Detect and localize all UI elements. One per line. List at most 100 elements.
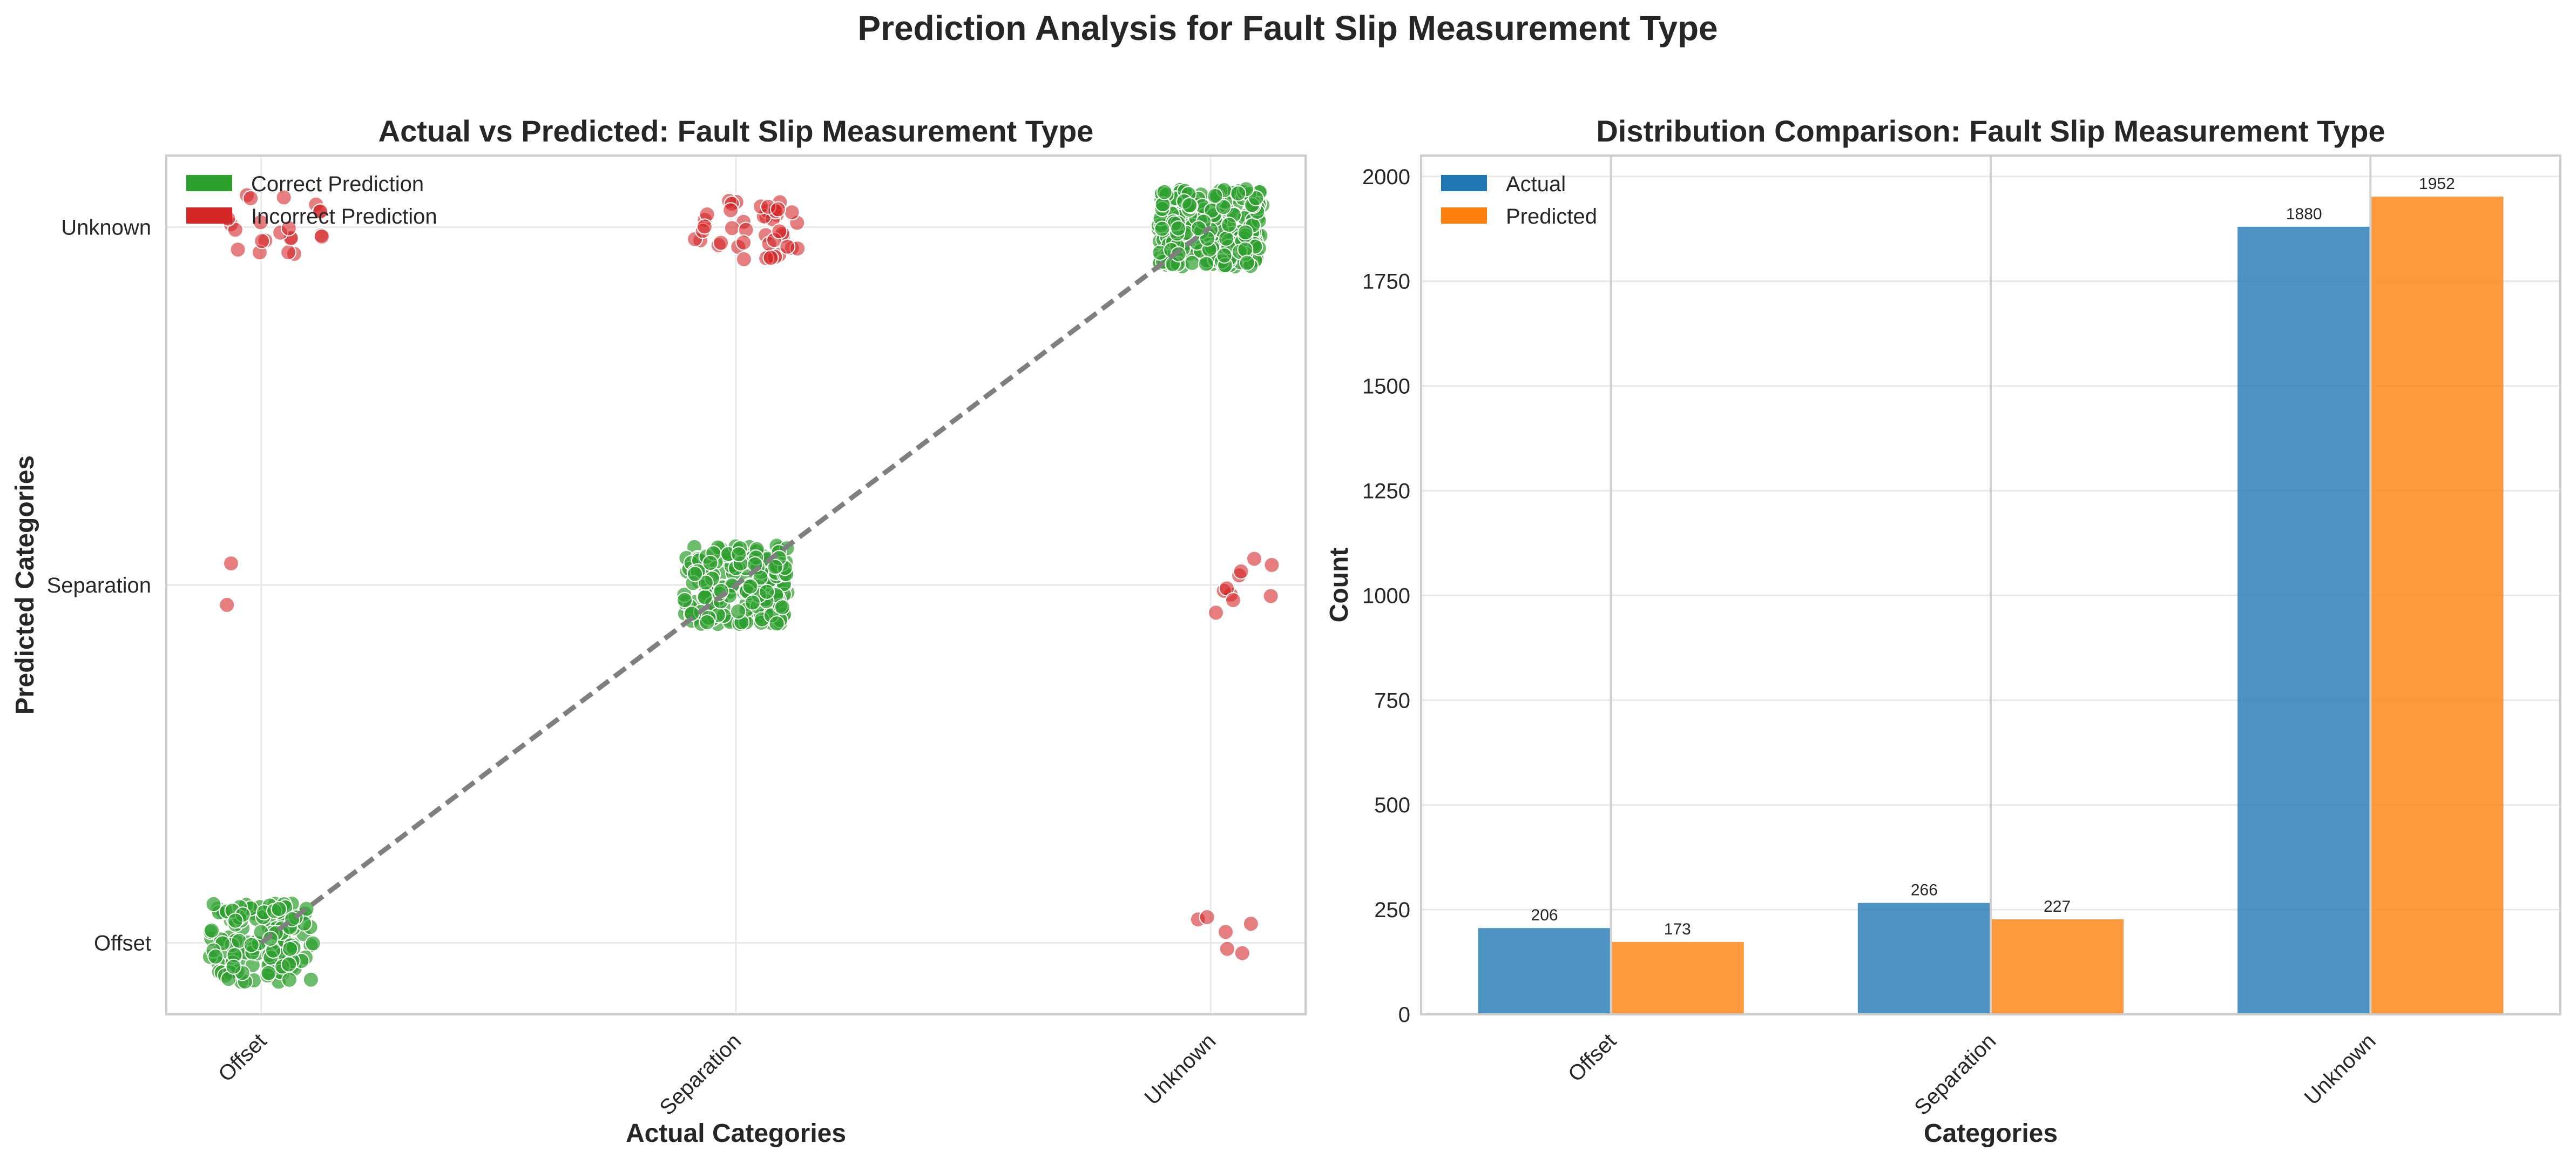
correct-prediction-point xyxy=(759,583,775,600)
incorrect-prediction-point xyxy=(770,201,787,218)
correct-prediction-point xyxy=(225,958,242,975)
incorrect-prediction-point xyxy=(735,251,752,267)
legend-label-predicted: Predicted xyxy=(1506,205,1597,228)
scatter-y-tick-unknown: Unknown xyxy=(61,216,151,240)
correct-prediction-point xyxy=(203,922,220,939)
correct-prediction-point xyxy=(205,896,222,912)
bar-series-bars xyxy=(1478,197,2504,1015)
incorrect-prediction-point xyxy=(314,228,330,245)
correct-prediction-point xyxy=(1181,197,1198,214)
correct-prediction-point xyxy=(1216,247,1233,264)
scatter-title: Actual vs Predicted: Fault Slip Measurem… xyxy=(378,114,1094,148)
bar-actual-separation xyxy=(1857,903,1991,1014)
bar-predicted-offset xyxy=(1611,941,1744,1014)
correct-prediction-point xyxy=(1215,199,1232,216)
bar-vertical-gridlines xyxy=(1610,156,2372,1014)
correct-prediction-point xyxy=(1184,254,1200,271)
incorrect-prediction-point xyxy=(735,234,752,251)
incorrect-prediction-point xyxy=(1219,940,1235,957)
bar-value-label-actual-offset: 206 xyxy=(1531,906,1558,924)
bar-actual-unknown xyxy=(2237,226,2371,1015)
bar-value-label-predicted-offset: 173 xyxy=(1664,920,1691,938)
bar-y-tick-1250: 1250 xyxy=(1362,479,1410,503)
incorrect-prediction-point xyxy=(696,218,713,235)
correct-prediction-point xyxy=(768,615,785,632)
incorrect-prediction-point xyxy=(722,202,739,219)
correct-prediction-point xyxy=(730,603,747,620)
correct-prediction-point xyxy=(1207,187,1223,204)
incorrect-prediction-point xyxy=(1208,604,1225,621)
correct-prediction-point xyxy=(227,912,244,929)
correct-prediction-point xyxy=(271,900,287,917)
scatter-chart: Offset Separation Unknown Offset Separation… xyxy=(11,114,1307,1148)
bar-title: Distribution Comparison: Fault Slip Meas… xyxy=(1596,114,2385,148)
bar-predicted-separation xyxy=(1991,919,2124,1014)
incorrect-prediction-point xyxy=(227,221,244,238)
bar-value-label-actual-unknown: 1880 xyxy=(2286,205,2322,223)
correct-prediction-point xyxy=(281,971,298,988)
correct-prediction-point xyxy=(243,937,260,953)
incorrect-prediction-point xyxy=(783,204,800,221)
incorrect-prediction-point xyxy=(252,214,269,231)
bar-y-tick-250: 250 xyxy=(1374,898,1410,922)
bar-y-tick-1750: 1750 xyxy=(1362,270,1410,294)
incorrect-prediction-point xyxy=(229,241,246,258)
legend-swatch-actual xyxy=(1441,175,1487,191)
correct-prediction-point xyxy=(1239,254,1255,271)
incorrect-prediction-point xyxy=(1246,550,1263,567)
incorrect-prediction-point xyxy=(1263,556,1280,573)
correct-prediction-point xyxy=(702,555,719,571)
scatter-x-axis-label: Actual Categories xyxy=(626,1119,846,1148)
bar-y-tick-2000: 2000 xyxy=(1362,165,1410,189)
legend-label-incorrect: Incorrect Prediction xyxy=(251,205,437,228)
incorrect-prediction-point xyxy=(1218,924,1234,940)
incorrect-prediction-point xyxy=(762,250,779,266)
correct-prediction-point xyxy=(1218,230,1235,247)
correct-prediction-point xyxy=(1154,220,1171,237)
correct-prediction-point xyxy=(774,599,790,616)
correct-prediction-point xyxy=(1170,220,1187,237)
incorrect-prediction-point xyxy=(219,596,235,613)
correct-prediction-point xyxy=(744,594,761,611)
scatter-y-tick-separation: Separation xyxy=(47,574,151,597)
legend-label-actual: Actual xyxy=(1506,172,1566,196)
bar-predicted-unknown xyxy=(2370,197,2504,1014)
correct-prediction-point xyxy=(1156,184,1173,200)
bar-y-tick-500: 500 xyxy=(1374,793,1410,817)
correct-prediction-point xyxy=(767,559,783,575)
correct-prediction-point xyxy=(699,614,715,631)
correct-prediction-point xyxy=(697,574,714,591)
incorrect-prediction-point xyxy=(713,234,729,251)
bar-y-tick-1000: 1000 xyxy=(1362,584,1410,608)
incorrect-prediction-point xyxy=(242,190,259,207)
bar-value-labels: 206 266 1880 173 227 1952 xyxy=(1531,175,2455,938)
correct-prediction-point xyxy=(1198,255,1214,272)
incorrect-prediction-point xyxy=(280,244,297,261)
correct-prediction-point xyxy=(731,546,747,563)
legend-swatch-predicted xyxy=(1441,207,1487,224)
correct-prediction-point xyxy=(260,965,277,981)
correct-prediction-point xyxy=(282,940,299,957)
bar-value-label-actual-separation: 266 xyxy=(1911,882,1938,899)
incorrect-prediction-point xyxy=(222,555,239,572)
perfect-prediction-diagonal xyxy=(260,225,1212,945)
incorrect-prediction-point xyxy=(280,220,297,237)
bar-chart: 206 266 1880 173 227 1952 0 250 500 750 1000 1250 1… xyxy=(1325,114,2561,1148)
figure-suptitle: Prediction Analysis for Fault Slip Measu… xyxy=(857,9,1718,48)
bar-y-tick-1500: 1500 xyxy=(1362,375,1410,399)
bar-y-tick-750: 750 xyxy=(1374,689,1410,712)
correct-prediction-point xyxy=(207,948,224,965)
correct-prediction-point xyxy=(1237,224,1254,241)
incorrect-prediction-point xyxy=(1234,945,1250,961)
incorrect-prediction-point xyxy=(254,233,271,250)
bar-value-label-predicted-unknown: 1952 xyxy=(2419,175,2455,193)
incorrect-prediction-point xyxy=(779,238,796,255)
incorrect-prediction-point xyxy=(312,203,329,220)
correct-prediction-point xyxy=(687,566,704,582)
bar-y-tick-0: 0 xyxy=(1398,1003,1410,1027)
legend-swatch-incorrect xyxy=(186,207,232,224)
correct-prediction-point xyxy=(302,971,319,988)
scatter-y-tick-labels: Offset Separation Unknown xyxy=(47,216,151,956)
incorrect-prediction-point xyxy=(724,220,740,237)
incorrect-prediction-point xyxy=(1242,916,1259,932)
